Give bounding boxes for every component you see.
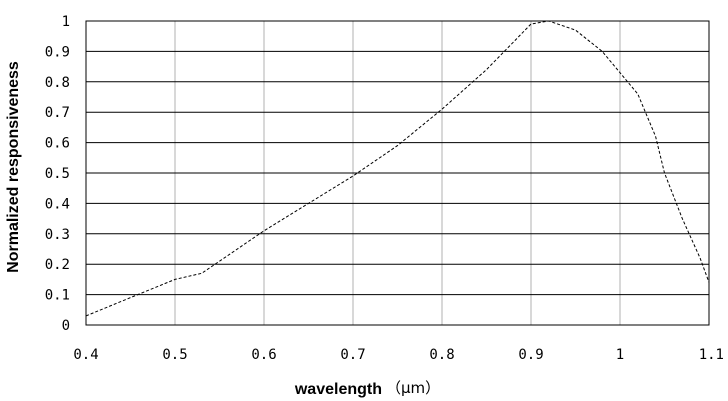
x-axis-unit: （μm） — [386, 379, 440, 397]
x-tick-label: 0.4 — [73, 347, 98, 363]
y-tick-label: 1 — [62, 14, 70, 30]
x-tick-label: 1.1 — [699, 347, 724, 363]
y-tick-label: 0 — [62, 318, 70, 334]
y-tick-label: 0.1 — [45, 288, 70, 304]
x-tick-labels: 0.4 0.5 0.6 0.7 0.8 0.9 1 1.1 — [73, 347, 724, 363]
grid — [85, 20, 710, 326]
y-tick-label: 0.7 — [45, 105, 70, 121]
x-tick-label: 1 — [616, 347, 624, 363]
y-tick-label: 0.3 — [45, 227, 70, 243]
y-tick-label: 0.8 — [45, 75, 70, 91]
x-axis-title: wavelength — [294, 381, 382, 398]
x-tick-label: 0.9 — [518, 347, 543, 363]
series-line-group — [85, 20, 710, 317]
x-tick-label: 0.6 — [251, 347, 276, 363]
y-tick-label: 0.5 — [45, 166, 70, 182]
x-tick-label: 0.5 — [162, 347, 187, 363]
y-tick-label: 0.9 — [45, 44, 70, 60]
y-tick-label: 0.2 — [45, 257, 70, 273]
x-tick-label: 0.8 — [429, 347, 454, 363]
y-tick-label: 0.6 — [45, 136, 70, 152]
y-axis-title: Normalized responsiveness — [5, 61, 22, 273]
x-tick-label: 0.7 — [340, 347, 365, 363]
y-tick-labels: 0 0.1 0.2 0.3 0.4 0.5 0.6 0.7 0.8 0.9 1 — [45, 14, 70, 334]
plot-border — [85, 20, 710, 326]
y-tick-label: 0.4 — [45, 196, 70, 212]
series-line-0 — [85, 20, 710, 317]
